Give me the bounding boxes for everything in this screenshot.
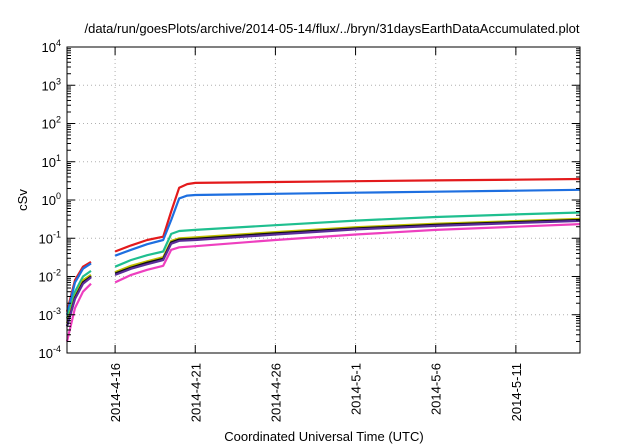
- y-tick-exponent: -3: [53, 306, 61, 316]
- y-tick-exponent: -4: [53, 344, 61, 354]
- series-group: [65, 177, 581, 342]
- series-line: [114, 211, 581, 268]
- x-tick-label: 2014-4-16: [108, 363, 123, 422]
- y-tick-label: 103: [42, 76, 61, 93]
- y-tick-label: 100: [42, 191, 61, 208]
- y-tick-exponent: 3: [56, 76, 61, 86]
- y-tick-label: 104: [42, 38, 61, 55]
- y-tick-exponent: 4: [56, 38, 61, 48]
- y-tick-label: 10-1: [39, 229, 61, 246]
- x-tick-label: 2014-4-21: [188, 363, 203, 422]
- y-tick-exponent: -2: [53, 268, 61, 278]
- series-line: [65, 262, 92, 316]
- x-tick-label: 2014-4-26: [268, 363, 283, 422]
- grid: [67, 47, 580, 353]
- x-tick-label: 2014-5-1: [349, 363, 364, 415]
- y-tick-label: 101: [42, 153, 61, 170]
- y-tick-exponent: -1: [53, 229, 61, 239]
- x-axis: 2014-4-16 2014-4-21 2014-4-26 2014-5-1 2014-…: [108, 47, 524, 422]
- y-tick-label: 10-2: [39, 268, 61, 285]
- series-6: [65, 219, 581, 327]
- y-tick-exponent: 1: [56, 153, 61, 163]
- series-line: [65, 282, 92, 342]
- y-tick-exponent: 0: [56, 191, 61, 201]
- x-tick-label: 2014-5-11: [509, 363, 524, 421]
- y-tick-exponent: 2: [56, 115, 61, 125]
- x-tick-label: 2014-5-6: [429, 363, 444, 415]
- x-axis-label: Coordinated Universal Time (UTC): [224, 429, 423, 444]
- y-axis-label: cSv: [15, 189, 30, 211]
- series-7: [65, 223, 581, 342]
- series-line: [114, 219, 581, 276]
- series-3: [65, 211, 581, 319]
- series-line: [114, 177, 581, 253]
- y-tick-label: 102: [42, 115, 61, 132]
- series-line: [114, 223, 581, 284]
- chart-title: /data/run/goesPlots/archive/2014-05-14/f…: [84, 21, 579, 36]
- y-tick-label: 10-4: [39, 344, 61, 361]
- series-line: [65, 269, 92, 319]
- series-2: [65, 188, 581, 316]
- series-line: [114, 188, 581, 257]
- series-line: [65, 276, 92, 327]
- y-tick-label: 10-3: [39, 306, 61, 323]
